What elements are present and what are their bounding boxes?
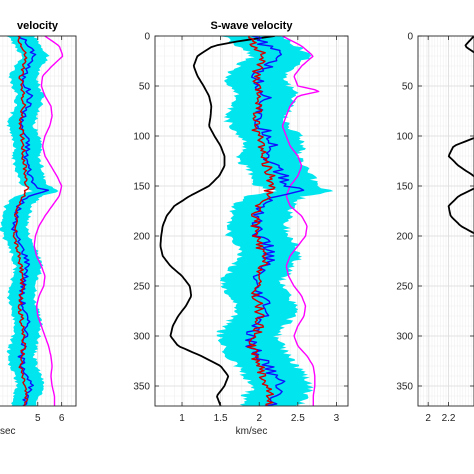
- y-tick-label: 50: [402, 82, 414, 93]
- x-tick-label: 2: [425, 413, 431, 424]
- y-tick-label: 300: [396, 332, 413, 343]
- series-line-black: [447, 36, 474, 235]
- x-tick-label: 2.2: [442, 413, 456, 424]
- uncertainty-band: [216, 36, 334, 406]
- y-tick-label: 100: [396, 132, 413, 143]
- series-line-red: [246, 36, 276, 406]
- panel-2-axes-frame: [417, 35, 474, 407]
- y-tick-label: 100: [133, 132, 150, 143]
- x-tick-label: 2.5: [291, 413, 305, 424]
- y-tick-label: 50: [139, 82, 151, 93]
- series-line-red: [12, 36, 30, 406]
- x-tick-label: 5: [35, 413, 41, 424]
- x-axis-label: sec: [0, 426, 16, 437]
- y-tick-label: 200: [133, 232, 150, 243]
- x-axis-label: km/sec: [236, 426, 268, 437]
- x-tick-label: 1.5: [214, 413, 228, 424]
- chart-title: S-wave velocity: [211, 20, 294, 32]
- panel-1-axes-frame: [154, 35, 349, 407]
- panel-2-plot-area: [418, 36, 474, 406]
- y-tick-label: 0: [407, 32, 413, 43]
- series-line-black: [159, 36, 275, 406]
- x-tick-label: 2: [256, 413, 262, 424]
- x-tick-label: 6: [59, 413, 65, 424]
- panel-1-plot-area: [155, 36, 348, 406]
- series-line-magenta: [281, 36, 320, 406]
- x-tick-label: 1: [179, 413, 185, 424]
- panel-0-plot-area: [0, 36, 76, 406]
- chart-title: velocity: [17, 20, 59, 32]
- y-tick-label: 150: [133, 182, 150, 193]
- y-tick-label: 250: [133, 282, 150, 293]
- y-tick-label: 0: [144, 32, 150, 43]
- y-tick-label: 300: [133, 332, 150, 343]
- y-tick-label: 150: [396, 182, 413, 193]
- uncertainty-band: [0, 36, 59, 406]
- y-tick-label: 200: [396, 232, 413, 243]
- y-tick-label: 350: [133, 382, 150, 393]
- x-tick-label: 3: [334, 413, 340, 424]
- y-tick-label: 250: [396, 282, 413, 293]
- series-line-magenta: [33, 36, 64, 406]
- panel-0-axes-frame: [0, 35, 77, 407]
- y-tick-label: 350: [396, 382, 413, 393]
